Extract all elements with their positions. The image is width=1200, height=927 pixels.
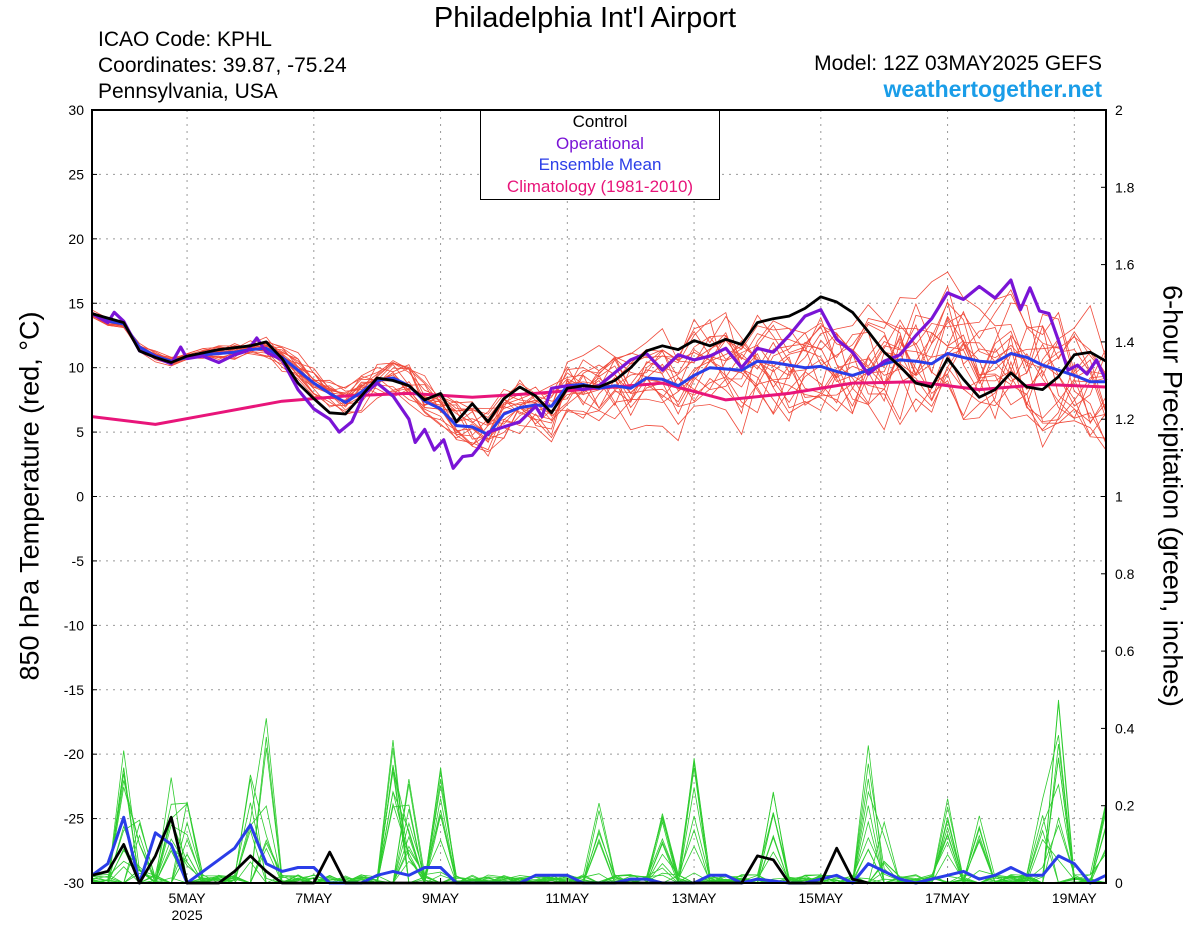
x-tick-year-label: 2025 [171,907,202,923]
x-tick-label: 15MAY [798,890,844,906]
axis-ticks: 302520151050-5-10-15-20-25-3021.81.61.41… [64,102,1135,923]
precipitation-member-line [91,767,1107,884]
precipitation-ensemble-members [91,699,1107,885]
coordinates: Coordinates: 39.87, -75.24 [98,54,347,77]
chart-title: Philadelphia Int'l Airport [433,2,737,34]
x-tick-label: 5MAY [169,890,207,906]
y-left-tick-label: -10 [64,617,84,633]
precipitation-ensemble-mean-line [91,815,1107,885]
precipitation-member-line [91,793,1107,884]
y-right-tick-label: 0.6 [1115,643,1135,659]
temperature-operational-line [91,278,1108,470]
precipitation-member-line [92,791,1107,884]
y-left-tick-label: -20 [64,746,84,762]
x-tick-label: 7MAY [295,890,333,906]
precipitation-member-line [91,770,1107,884]
x-tick-label: 19MAY [1052,890,1098,906]
model-run: Model: 12Z 03MAY2025 GEFS [814,52,1102,75]
y-left-tick-label: -25 [64,811,84,827]
y-right-tick-label: 1.2 [1115,411,1135,427]
y-right-tick-label: 0.2 [1115,798,1135,814]
legend-operational: Operational [556,133,644,153]
main-series [91,278,1108,885]
y-right-tick-label: 0.8 [1115,566,1135,582]
x-tick-label: 11MAY [545,890,589,906]
precipitation-member-line [92,766,1107,884]
x-tick-label: 13MAY [672,890,718,906]
y-right-tick-label: 1.6 [1115,257,1135,273]
legend-ensemble-mean: Ensemble Mean [538,155,662,174]
temperature-ensemble-members [91,271,1107,457]
precipitation-member-line [91,735,1106,884]
y-left-tick-label: 25 [68,166,84,182]
precipitation-control-line [91,815,869,885]
y-left-tick-label: -5 [72,553,85,569]
temperature-member-line [91,293,1107,427]
y-left-tick-label: -15 [64,682,84,698]
y-left-tick-label: 30 [68,102,84,118]
x-tick-label: 9MAY [422,890,460,906]
y-right-tick-label: 0 [1115,875,1123,891]
region: Pennsylvania, USA [98,80,278,103]
y-left-tick-label: 0 [76,489,84,505]
precipitation-member-line [91,743,1106,884]
precipitation-member-line [91,702,1107,884]
y-right-tick-label: 2 [1115,102,1123,118]
y-left-tick-label: -30 [64,875,84,891]
legend: Control Operational Ensemble Mean Climat… [480,110,720,200]
y-left-tick-label: 15 [68,295,84,311]
icao-code: ICAO Code: KPHL [98,28,272,51]
legend-climatology: Climatology (1981-2010) [506,176,694,196]
y-left-tick-label: 20 [68,231,84,247]
y-right-tick-label: 0.4 [1115,720,1135,736]
y-right-tick-label: 1 [1115,489,1123,505]
precipitation-member-line [91,767,1107,884]
y-right-tick-label: 1.4 [1115,334,1135,350]
y-left-tick-label: 10 [68,360,84,376]
precipitation-member-line [91,791,1107,885]
grid-lines [92,110,1106,883]
precipitation-member-line [91,768,1107,884]
site-link[interactable]: weathertogether.net [883,76,1102,102]
x-tick-label: 17MAY [925,890,971,906]
legend-control: Control [572,112,628,131]
y-axis-left-label: 850 hPa Temperature (red, °C) [14,311,45,681]
y-axis-right-label: 6-hour Precipitation (green, inches) [1157,285,1188,707]
y-left-tick-label: 5 [76,424,84,440]
y-right-tick-label: 1.8 [1115,179,1135,195]
temperature-control-line [91,295,1107,424]
